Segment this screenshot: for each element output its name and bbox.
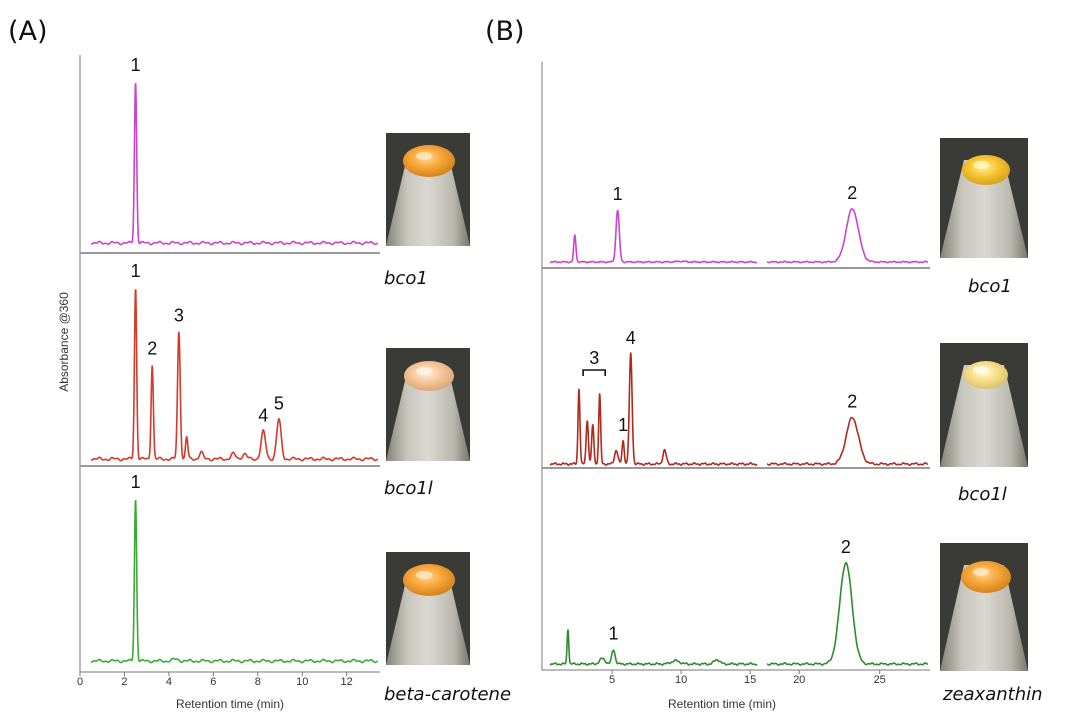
- x-tick-label-b-2: 15: [744, 674, 756, 686]
- peak-label-a-0-0: 1: [131, 55, 141, 75]
- x-tick-label-b-3: 20: [793, 674, 805, 686]
- x-tick-label-b-4: 25: [874, 674, 886, 686]
- x-tick-label-a-5: 10: [296, 676, 308, 688]
- peak-label-b-1-5: 1: [618, 415, 628, 435]
- trace-b-zeaxanthin-right: [766, 561, 929, 666]
- photo-tube-b-bco1l: [940, 343, 1028, 467]
- x-tick-label-a-4: 8: [255, 676, 261, 688]
- peak-label-a-2-0: 1: [131, 472, 141, 492]
- bracket-label-b-1: 3: [589, 348, 599, 368]
- panel-letter-b: (B): [485, 16, 525, 47]
- panel-b-axes: [541, 62, 930, 671]
- photo-tube-a-beta-carotene: [386, 552, 470, 665]
- x-tick-label-b-0: 5: [609, 674, 615, 686]
- trace-b-bco1-right: [766, 208, 929, 264]
- trace-a-beta-carotene: [90, 499, 379, 664]
- x-tick-label-b-1: 10: [675, 674, 687, 686]
- trace-a-bco1l: [90, 289, 379, 462]
- peak-label-b-1-8: 2: [847, 392, 857, 412]
- panel-a-x-ticks: 0 2 4 6 8 10 12: [77, 672, 353, 688]
- sample-label-a-bco1l: bco1l: [384, 478, 433, 499]
- panel-b-x-axis-title: Retention time (min): [668, 697, 776, 711]
- x-tick-label-a-6: 12: [341, 676, 353, 688]
- panel-b-x-ticks: 5 10 15 20 25: [609, 670, 886, 686]
- peak-label-a-1-8: 5: [274, 393, 284, 413]
- sample-label-a-beta-carotene: beta-carotene: [384, 684, 511, 705]
- peak-label-b-2-5: 2: [841, 537, 851, 557]
- panel-a-axes: [79, 55, 380, 673]
- trace-b-bco1-left: [549, 209, 758, 264]
- sample-label-b-zeaxanthin: zeaxanthin: [942, 684, 1043, 705]
- panel-letter-a: (A): [8, 16, 48, 47]
- sample-label-a-bco1: bco1: [384, 268, 428, 289]
- x-tick-label-a-2: 4: [166, 676, 172, 688]
- peak-label-a-1-2: 3: [174, 306, 184, 326]
- panel-a-traces: 1 1 23 45 1: [90, 55, 379, 664]
- trace-a-bco1: [90, 82, 379, 246]
- peak-label-b-2-2: 1: [608, 624, 618, 644]
- panel-b-traces: 1 2 1 4 2 3 1 2: [549, 183, 929, 666]
- peak-label-a-1-1: 2: [147, 338, 157, 358]
- x-tick-label-a-0: 0: [77, 676, 83, 688]
- sample-label-b-bco1l: bco1l: [958, 484, 1007, 505]
- trace-b-bco1l-right: [766, 416, 929, 466]
- photo-tube-b-bco1: [940, 138, 1028, 258]
- x-tick-label-a-3: 6: [210, 676, 216, 688]
- trace-b-bco1l-left: [549, 352, 758, 466]
- peak-label-a-1-0: 1: [131, 261, 141, 281]
- peak-label-a-1-7: 4: [258, 406, 268, 426]
- peak-label-b-1-6: 4: [626, 328, 636, 348]
- peak-label-b-0-1: 1: [613, 184, 623, 204]
- panel-a-y-axis-title: Absorbance @360: [57, 292, 71, 392]
- sample-label-b-bco1: bco1: [968, 276, 1012, 297]
- panel-a-x-axis-title: Retention time (min): [176, 697, 284, 711]
- x-tick-label-a-1: 2: [121, 676, 127, 688]
- trace-b-zeaxanthin-left: [549, 629, 758, 666]
- photo-tube-a-bco1: [386, 133, 470, 246]
- photo-tube-a-bco1l: [386, 348, 470, 461]
- photo-tube-b-zeaxanthin: [940, 543, 1028, 671]
- bracket-b-1: [582, 369, 606, 376]
- peak-label-b-0-3: 2: [847, 183, 857, 203]
